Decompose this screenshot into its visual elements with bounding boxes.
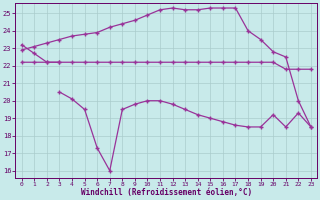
X-axis label: Windchill (Refroidissement éolien,°C): Windchill (Refroidissement éolien,°C) (81, 188, 252, 197)
